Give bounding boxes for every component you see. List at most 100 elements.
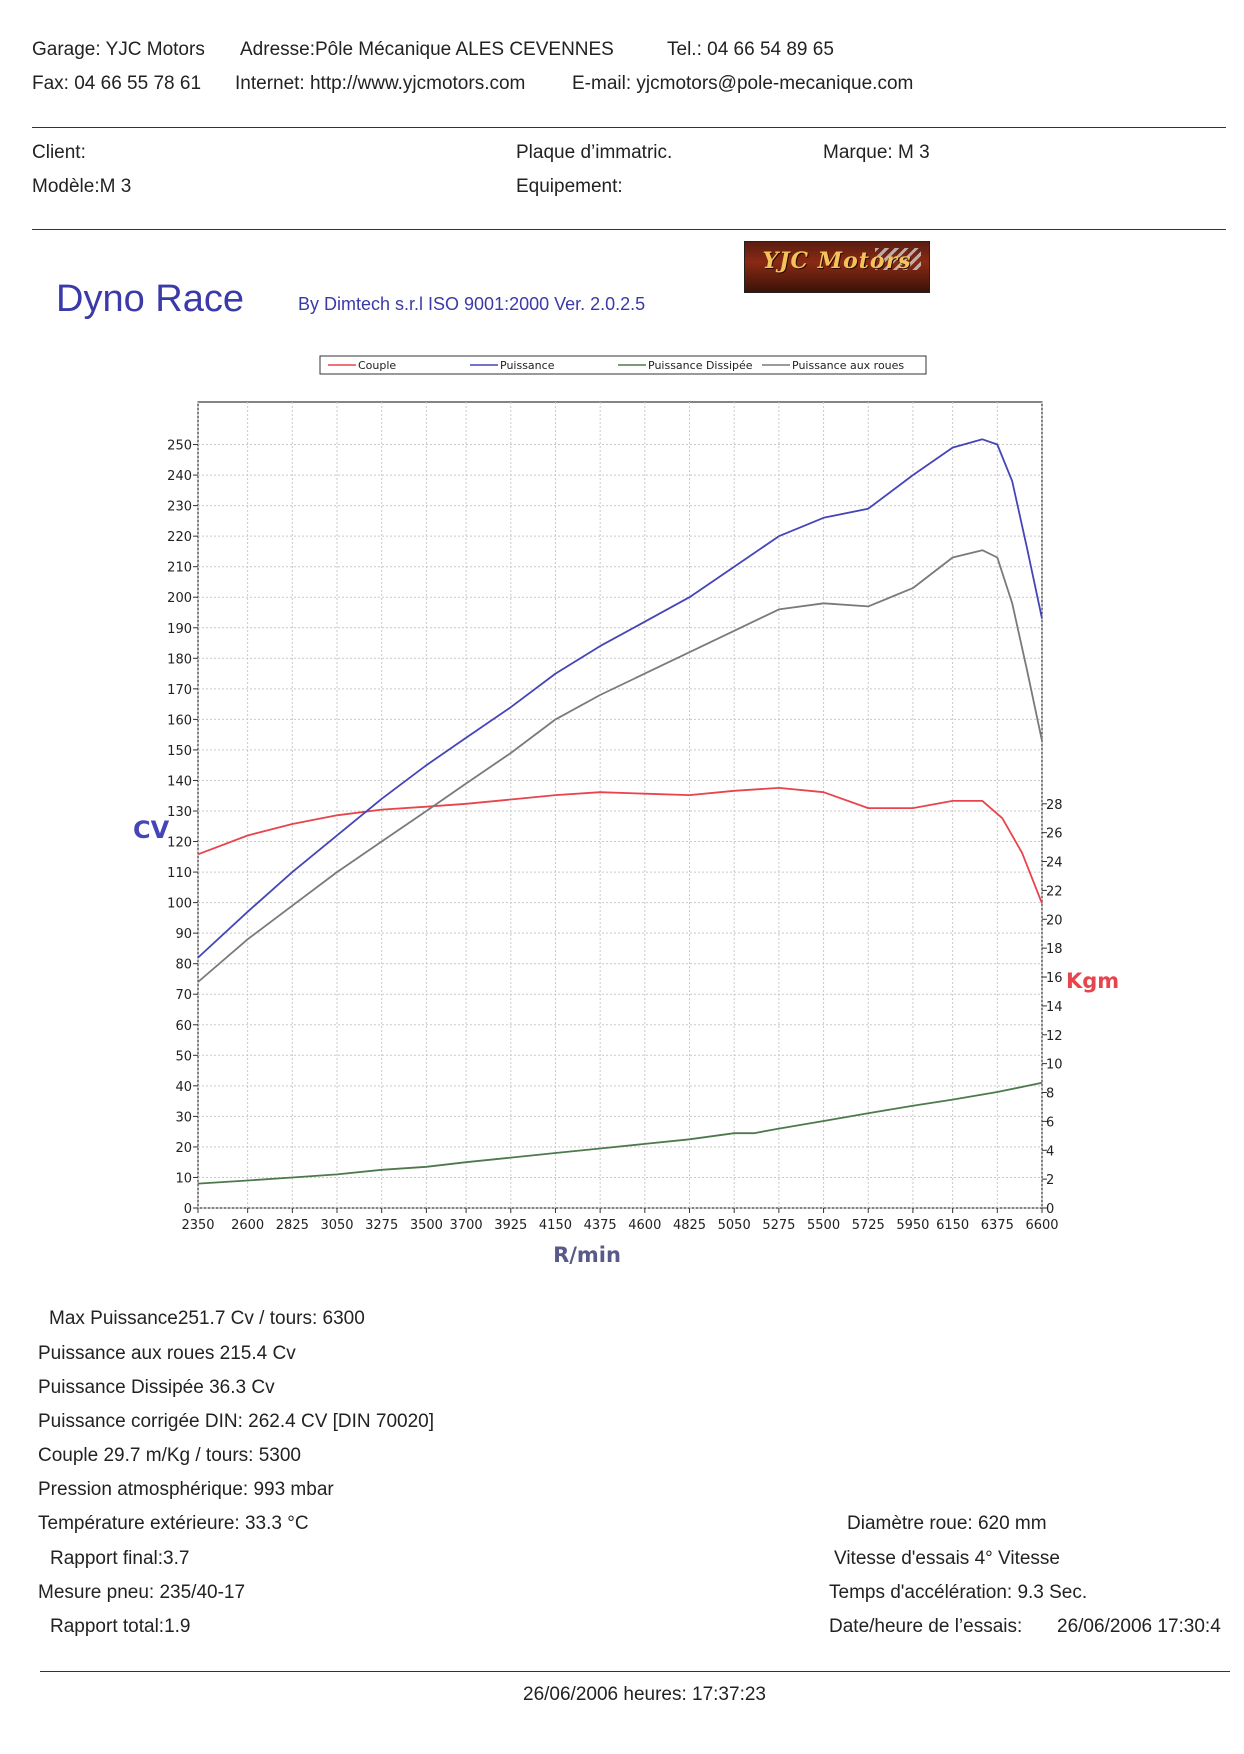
model-label: Modèle:M 3 (32, 176, 132, 197)
y-left-tick-label: 110 (167, 866, 192, 881)
x-tick-label: 5725 (852, 1218, 885, 1233)
x-tick-label: 3500 (410, 1218, 443, 1233)
x-tick-label: 2600 (231, 1218, 264, 1233)
y-left-tick-label: 220 (167, 530, 192, 545)
y-left-tick-label: 190 (167, 622, 192, 637)
y-right-tick-label: 26 (1046, 827, 1063, 842)
test-date-value: 26/06/2006 17:30:4 (1057, 1616, 1221, 1637)
stat-line: Rapport final:3.7 (50, 1548, 190, 1569)
stat-line: Température extérieure: 33.3 °C (38, 1513, 309, 1534)
logo-text: YJC Motors (762, 248, 912, 274)
x-tick-label: 6600 (1025, 1218, 1058, 1233)
x-tick-label: 4600 (628, 1218, 661, 1233)
y-right-tick-label: 22 (1046, 884, 1063, 899)
report-subtitle: By Dimtech s.r.l ISO 9001:2000 Ver. 2.0.… (298, 294, 646, 314)
wheel-diameter: Diamètre roue: 620 mm (847, 1513, 1047, 1534)
plate-label: Plaque d’immatric. (516, 142, 673, 163)
equipment-label: Equipement: (516, 176, 623, 197)
x-tick-label: 3925 (494, 1218, 527, 1233)
y-right-tick-label: 0 (1046, 1202, 1054, 1217)
y-left-tick-label: 140 (167, 774, 192, 789)
y-left-tick-label: 130 (167, 805, 192, 820)
test-date-label: Date/heure de l’essais: (829, 1616, 1023, 1637)
legend-entry: Puissance aux roues (792, 359, 904, 372)
x-axis-title: R/min (553, 1243, 621, 1267)
y-axis-left-title: CV (133, 816, 170, 844)
stat-line: Rapport total:1.9 (50, 1616, 191, 1637)
y-right-tick-label: 10 (1046, 1058, 1063, 1073)
garage-address: Adresse:Pôle Mécanique ALES CEVENNES (240, 39, 614, 60)
garage-name: Garage: YJC Motors (32, 39, 205, 60)
x-tick-label: 3700 (450, 1218, 483, 1233)
print-timestamp: 26/06/2006 heures: 17:37:23 (523, 1684, 766, 1705)
y-right-tick-label: 6 (1046, 1115, 1054, 1130)
y-left-tick-label: 50 (175, 1049, 192, 1064)
chart-series (197, 438, 1043, 1185)
logo-stripes-icon (875, 248, 921, 270)
y-left-tick-label: 100 (167, 897, 192, 912)
y-left-tick-label: 170 (167, 683, 192, 698)
x-tick-label: 6375 (981, 1218, 1014, 1233)
y-left-tick-label: 180 (167, 652, 192, 667)
chart-grid (197, 401, 1043, 1209)
make-label: Marque: M 3 (823, 142, 930, 163)
x-tick-label: 2350 (181, 1218, 214, 1233)
y-left-tick-label: 150 (167, 744, 192, 759)
plot-frame (197, 401, 1043, 1209)
garage-email: E-mail: yjcmotors@pole-mecanique.com (572, 73, 914, 94)
header-divider (32, 127, 1226, 128)
chart-legend: Couple Puissance Puissance Dissipée Puissan… (319, 355, 927, 375)
footer-divider (40, 1671, 1230, 1672)
dyno-chart: Couple Puissance Puissance Dissipée Puissan… (133, 355, 1119, 1267)
y-left-tick-label: 120 (167, 836, 192, 851)
x-tick-label: 4825 (673, 1218, 706, 1233)
x-tick-label: 2825 (276, 1218, 309, 1233)
legend-entry: Puissance (500, 359, 555, 372)
stat-line: Couple 29.7 m/Kg / tours: 5300 (38, 1445, 301, 1466)
client-label: Client: (32, 142, 86, 163)
company-logo: YJC Motors (744, 241, 930, 293)
y-right-tick-label: 24 (1046, 856, 1063, 871)
garage-phone: Tel.: 04 66 54 89 65 (667, 39, 834, 60)
y-right-tick-label: 28 (1046, 798, 1063, 813)
y-left-tick-label: 80 (175, 958, 192, 973)
series-line-puissance-dissip-e (197, 1081, 1043, 1185)
x-tick-label: 5050 (718, 1218, 751, 1233)
series-line-puissance (197, 438, 1043, 959)
y-right-tick-label: 4 (1046, 1144, 1054, 1159)
y-right-tick-label: 8 (1046, 1087, 1054, 1102)
legend-entry: Puissance Dissipée (648, 359, 753, 372)
y-right-tick-label: 20 (1046, 913, 1063, 928)
stat-line: Puissance corrigée DIN: 262.4 CV [DIN 70… (38, 1411, 435, 1432)
series-line-puissance-aux-roues (197, 549, 1043, 983)
acceleration-time: Temps d'accélération: 9.3 Sec. (829, 1582, 1088, 1603)
y-axis-right-title: Kgm (1066, 969, 1119, 993)
chart-axes: 2350 2600 2825 3050 3275 3500 3700 3925 4150 4375… (167, 439, 1062, 1233)
x-tick-label: 4150 (539, 1218, 572, 1233)
x-tick-label: 3275 (365, 1218, 398, 1233)
stat-line: Max Puissance251.7 Cv / tours: 6300 (49, 1308, 365, 1329)
report-title: Dyno Race (56, 278, 244, 320)
y-right-tick-label: 12 (1046, 1029, 1063, 1044)
y-left-tick-label: 30 (175, 1110, 192, 1125)
stat-line: Mesure pneu: 235/40-17 (38, 1582, 246, 1603)
stat-line: Puissance aux roues 215.4 Cv (38, 1343, 296, 1364)
x-tick-label: 5500 (807, 1218, 840, 1233)
y-left-tick-label: 20 (175, 1141, 192, 1156)
y-left-tick-label: 230 (167, 500, 192, 515)
stat-line: Pression atmosphérique: 993 mbar (38, 1479, 334, 1500)
garage-website: Internet: http://www.yjcmotors.com (235, 73, 526, 94)
y-left-tick-label: 240 (167, 469, 192, 484)
y-left-tick-label: 10 (175, 1171, 192, 1186)
y-left-tick-label: 90 (175, 927, 192, 942)
x-tick-label: 5275 (762, 1218, 795, 1233)
legend-entry: Couple (358, 359, 396, 372)
y-right-tick-label: 2 (1046, 1173, 1054, 1188)
x-tick-label: 3050 (320, 1218, 353, 1233)
series-line-couple (197, 787, 1043, 904)
y-right-tick-label: 18 (1046, 942, 1063, 957)
y-left-tick-label: 70 (175, 988, 192, 1003)
y-left-tick-label: 160 (167, 713, 192, 728)
y-right-tick-label: 14 (1046, 1000, 1063, 1015)
y-left-tick-label: 200 (167, 591, 192, 606)
